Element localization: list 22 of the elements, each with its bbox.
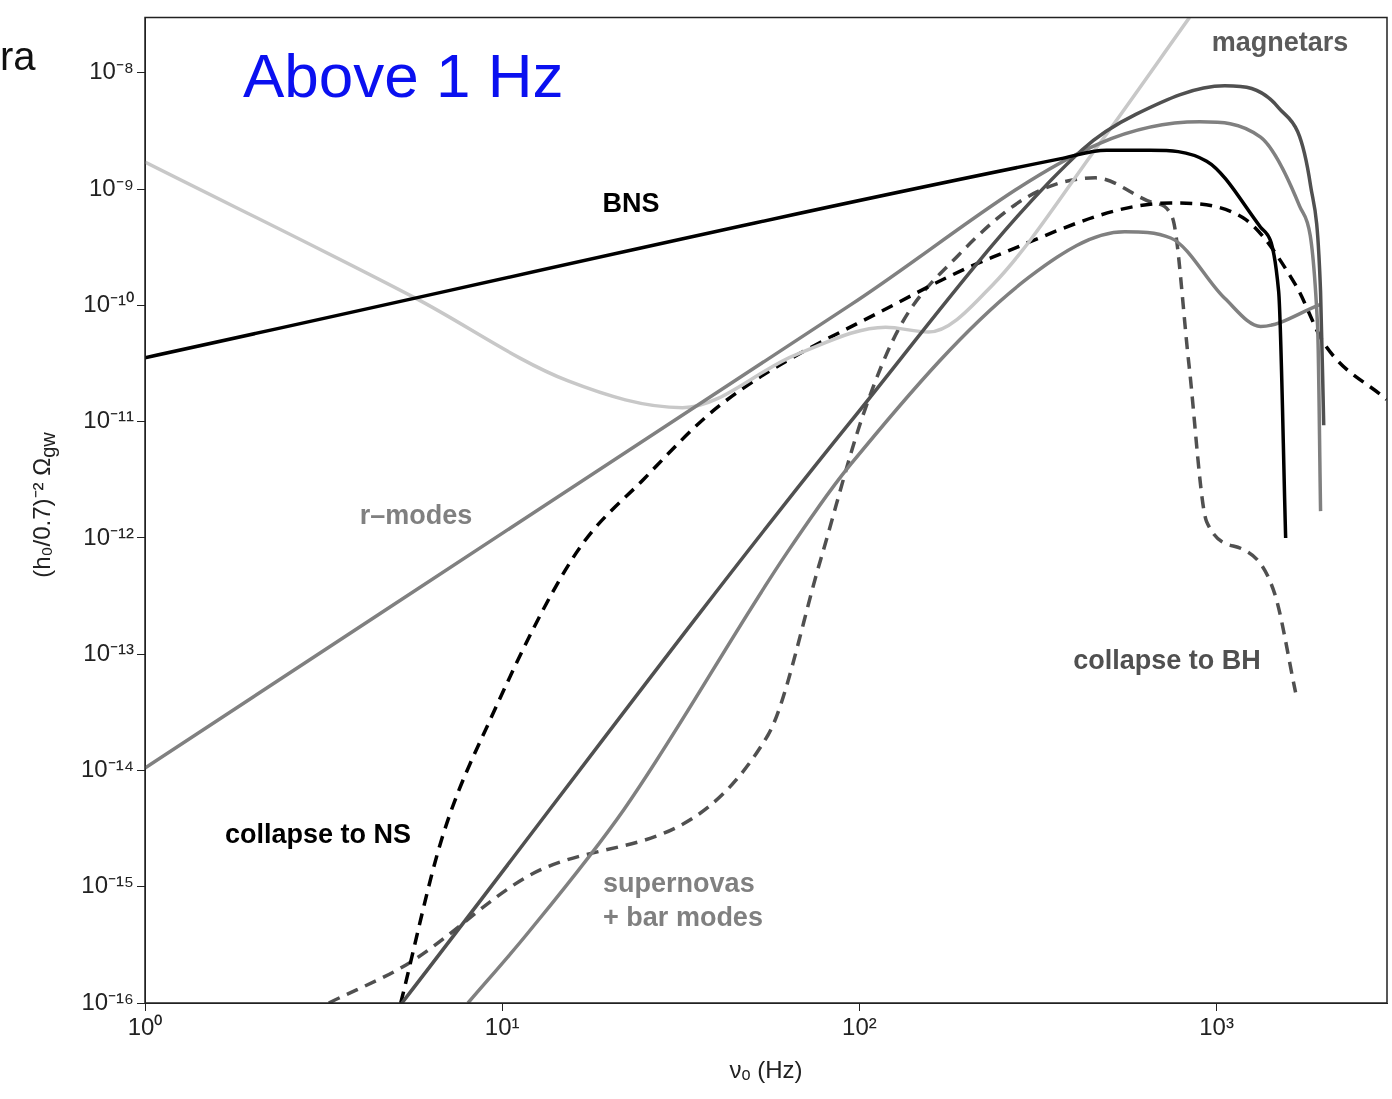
x-tick-label: 10¹	[484, 1013, 520, 1041]
y-tick-label: 10⁻¹⁵	[81, 871, 134, 899]
annotation: BNS	[602, 187, 660, 220]
y-tick-label: 10⁻⁸	[89, 57, 134, 85]
annotation: collapse to NS	[224, 818, 412, 851]
x-axis-title: νₒ (Hz)	[728, 1056, 804, 1084]
annotation: r–modes	[359, 499, 473, 532]
y-tick-label: 10⁻¹¹	[83, 406, 134, 434]
x-tick-label: 10⁰	[127, 1013, 163, 1041]
y-tick-label: 10⁻¹²	[83, 522, 134, 550]
text: ra	[0, 34, 36, 79]
annotation: magnetars	[1211, 26, 1349, 59]
y-tick-label: 10⁻¹³	[83, 638, 134, 666]
x-tick-label: 10²	[842, 1013, 877, 1041]
y-tick-label: 10⁻¹⁶	[81, 987, 134, 1015]
y-tick-label: 10⁻¹⁴	[81, 755, 134, 783]
x-tick-label: 10³	[1199, 1013, 1234, 1041]
annotation: supernovas + bar modes	[603, 867, 763, 934]
annotation: Above 1 Hz	[243, 40, 564, 111]
annotation: collapse to BH	[1073, 644, 1261, 677]
y-tick-label: 10⁻¹⁰	[83, 290, 134, 318]
y-tick-label: 10⁻⁹	[89, 173, 134, 201]
